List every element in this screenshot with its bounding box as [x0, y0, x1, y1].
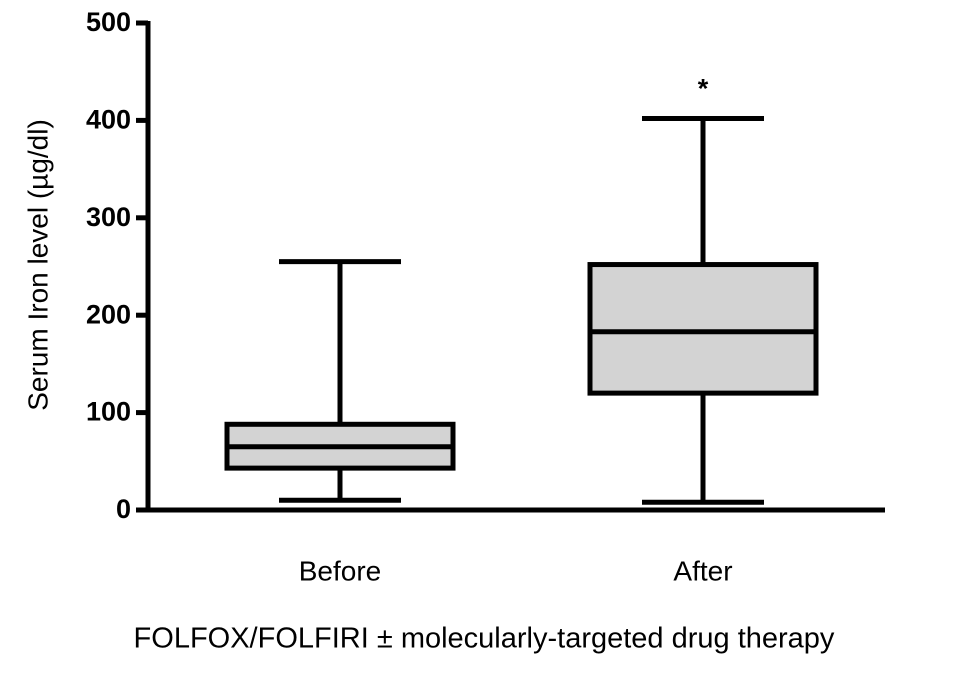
y-tick-label: 300 — [86, 202, 131, 232]
x-axis-title: FOLFOX/FOLFIRI ± molecularly-targeted dr… — [134, 623, 835, 655]
y-tick-label: 100 — [86, 397, 131, 427]
x-tick-label: After — [673, 555, 732, 586]
annotation: * — [698, 74, 709, 104]
y-tick-label: 0 — [116, 494, 131, 524]
y-tick-label: 200 — [86, 299, 131, 329]
x-tick-label: Before — [299, 555, 382, 586]
box — [587, 262, 819, 396]
y-tick-label: 400 — [86, 105, 131, 135]
y-tick-label: 500 — [86, 7, 131, 37]
y-axis-title: Serum Iron level (µg/dl) — [22, 119, 53, 411]
